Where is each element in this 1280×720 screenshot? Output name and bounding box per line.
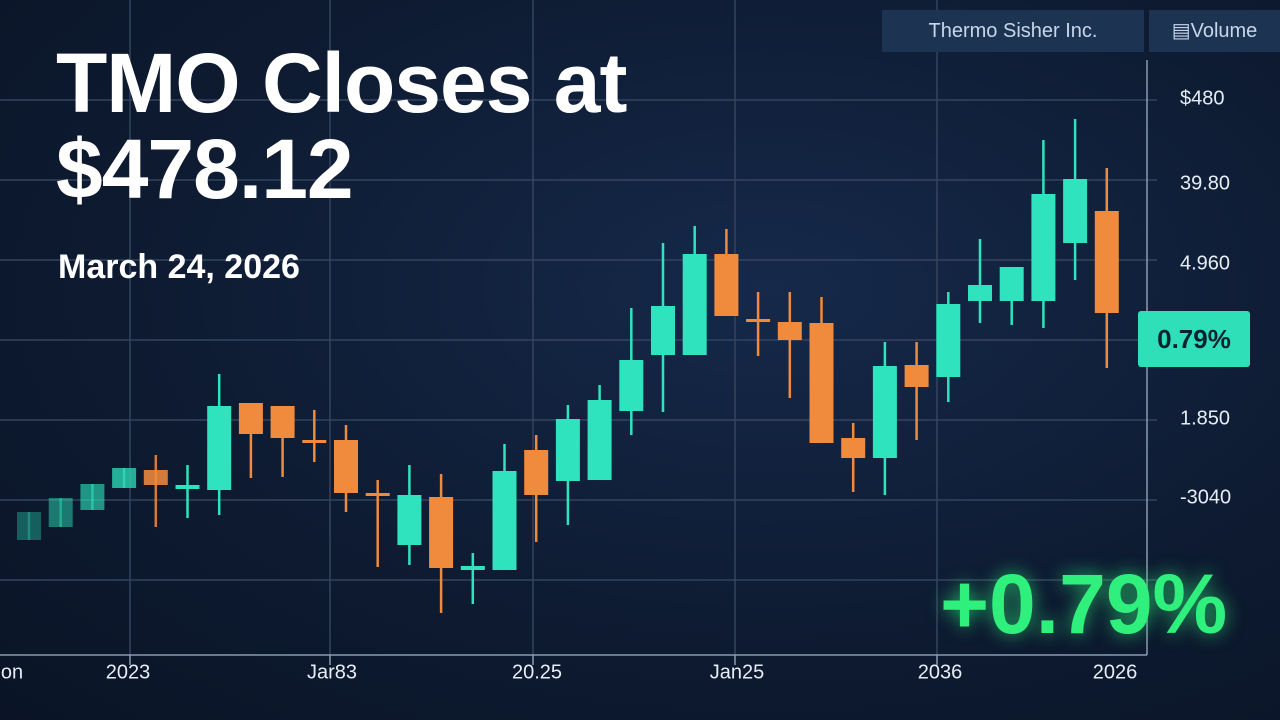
- candle-body: [968, 285, 992, 301]
- volume-tab[interactable]: ▤Volume: [1149, 10, 1280, 52]
- candle-body: [746, 319, 771, 322]
- candle-body: [651, 306, 675, 355]
- candle-body: [397, 495, 422, 545]
- y-tick-label: $480: [1180, 87, 1225, 109]
- candle-body: [334, 440, 358, 493]
- candle-body: [841, 438, 866, 458]
- candle-body: [809, 323, 834, 443]
- candle-body: [777, 322, 802, 340]
- candle-body: [619, 360, 644, 411]
- y-tick-label: 1.850: [1180, 407, 1230, 429]
- candle-body: [17, 512, 41, 540]
- candle-body: [112, 468, 137, 488]
- change-label: +0.79%: [940, 557, 1228, 651]
- x-tick-label: 2026: [1093, 661, 1138, 683]
- y-tick-label: -3040: [1180, 486, 1231, 508]
- x-tick-label: 20.25: [512, 661, 562, 683]
- candle-body: [682, 254, 707, 355]
- candle-body: [1031, 194, 1056, 301]
- candle-body: [460, 566, 485, 570]
- candle-body: [80, 484, 105, 510]
- candle-body: [904, 365, 929, 387]
- x-tick-label: 2023: [106, 661, 151, 683]
- candle-body: [587, 400, 612, 480]
- candle-body: [207, 406, 232, 490]
- candle-body: [999, 267, 1024, 301]
- candle-body: [524, 450, 549, 495]
- x-tick-label: Jar83: [307, 661, 357, 683]
- volume-label: Volume: [1190, 20, 1258, 42]
- candle-body: [936, 304, 961, 377]
- candle-body: [175, 485, 200, 489]
- candle-body: [872, 366, 897, 458]
- candle-body: [302, 440, 327, 443]
- candle-body: [714, 254, 739, 316]
- candle-body: [492, 471, 517, 570]
- candle-body: [1063, 179, 1088, 243]
- candle-body: [365, 493, 390, 496]
- change-badge: 0.79%: [1138, 311, 1250, 367]
- candle-body: [238, 403, 263, 434]
- x-tick-label: Jan25: [710, 661, 765, 683]
- volume-icon: ▤: [1171, 20, 1191, 42]
- x-tick-label: 2036: [918, 661, 963, 683]
- chart-subtitle: March 24, 2026: [58, 248, 300, 286]
- chart-title: TMO Closes at $478.12: [56, 36, 627, 216]
- candle-body: [555, 419, 580, 481]
- candle-body: [429, 497, 454, 568]
- y-tick-label: 39.80: [1180, 172, 1230, 194]
- company-tab[interactable]: Thermo Sisher Inc.: [882, 10, 1144, 52]
- y-tick-label: 4.960: [1180, 252, 1230, 274]
- candle-body: [1094, 211, 1119, 313]
- candle-body: [143, 470, 168, 485]
- candle-body: [270, 406, 295, 438]
- x-tick-label: on: [1, 661, 23, 683]
- candle-body: [48, 498, 73, 527]
